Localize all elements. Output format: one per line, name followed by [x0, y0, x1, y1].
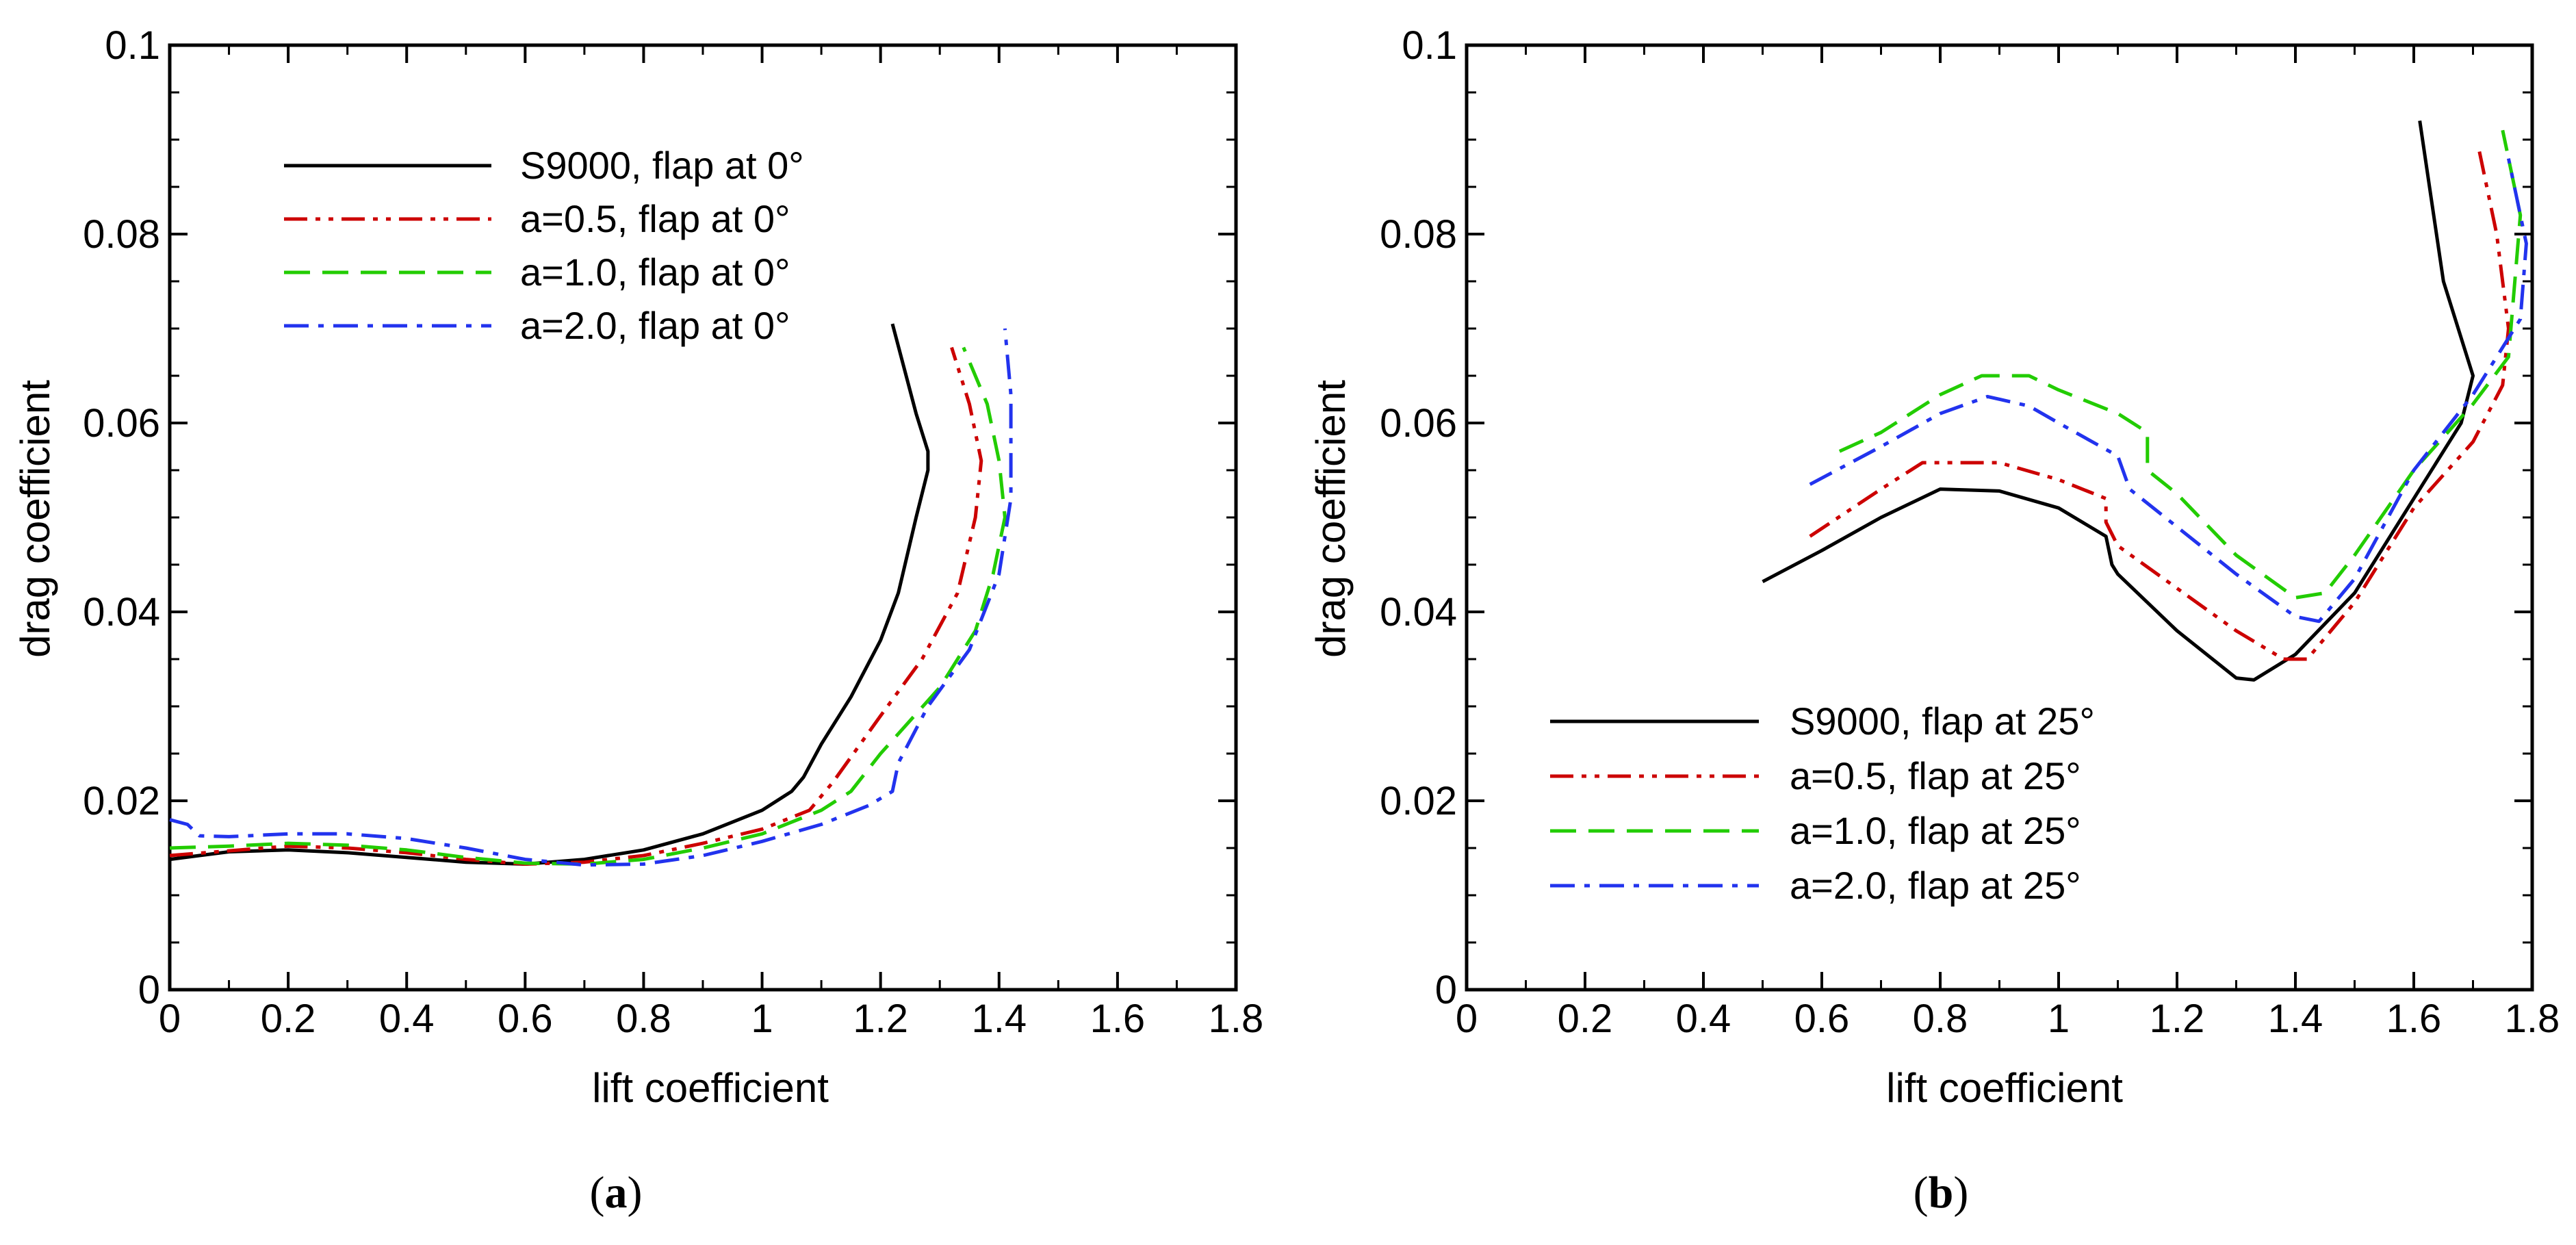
- series-line-2: [1809, 149, 2510, 661]
- legend-label: a=2.0, flap at 25°: [1790, 864, 2081, 907]
- y-tick-label: 0.02: [1380, 779, 1457, 823]
- x-tick-label: 0.2: [261, 997, 316, 1041]
- x-tick-label: 0.6: [1794, 997, 1850, 1041]
- legend-label: a=1.0, flap at 0°: [520, 251, 790, 294]
- chart-panel-b: 0 0.2 0.4 0.6 0.8 1 1.2 1.4 1.6 1.8 0 0.02 0.04 0.06 0…: [1308, 23, 2560, 1218]
- chart-panel-a: 0 0.2 0.4 0.6 0.8 1 1.2 1.4 1.6 1.8 0 0.02 0.04 0.06 0…: [12, 23, 1263, 1218]
- series-line-3: [169, 346, 1007, 866]
- y-tick-label: 0: [138, 968, 160, 1012]
- x-tick-label: 0.4: [379, 997, 435, 1041]
- legend-label: a=0.5, flap at 25°: [1790, 754, 2081, 797]
- x-axis-title-a: lift coefficient: [592, 1065, 829, 1111]
- x-tick-label: 1.6: [2386, 997, 2442, 1041]
- x-tick-label: 0.6: [498, 997, 553, 1041]
- x-tick-label: 1.2: [853, 997, 908, 1041]
- x-axis-title-b: lift coefficient: [1886, 1065, 2123, 1111]
- panel-label-b-open: (: [1914, 1168, 1929, 1218]
- series-line-1: [1762, 120, 2475, 682]
- y-tick-label: 0.1: [105, 23, 160, 68]
- series-line-4: [169, 328, 1013, 867]
- legend-label: S9000, flap at 0°: [520, 144, 804, 187]
- x-tick-label: 0.4: [1676, 997, 1731, 1041]
- series-line-4: [1809, 158, 2528, 624]
- x-tick-label: 0.2: [1558, 997, 1613, 1041]
- panel-label-b: (b): [1914, 1168, 1969, 1218]
- panel-label-b-close: ): [1953, 1168, 1968, 1218]
- x-tick-label: 1: [2048, 997, 2070, 1041]
- legend-label: a=2.0, flap at 0°: [520, 304, 790, 347]
- y-axis-title-b: drag coefficient: [1308, 380, 1354, 658]
- x-tick-label: 1.8: [1209, 997, 1264, 1041]
- x-tick-label: 1.6: [1090, 997, 1146, 1041]
- y-tick-label: 0.1: [1402, 23, 1457, 68]
- x-tick-label: 0.8: [1913, 997, 1968, 1041]
- series-line-1: [169, 323, 930, 866]
- y-tick-label: 0.04: [83, 590, 160, 634]
- series-line-3: [1838, 129, 2523, 600]
- x-tick-label: 0.8: [616, 997, 671, 1041]
- panel-label-b-letter: b: [1929, 1168, 1954, 1218]
- panel-label-a: (a): [590, 1168, 643, 1218]
- x-tick-label: 1: [751, 997, 773, 1041]
- y-tick-label: 0.08: [1380, 212, 1457, 257]
- legend-label: S9000, flap at 25°: [1790, 699, 2095, 743]
- legend: S9000, flap at 0° a=0.5, flap at 0° a=1.0,…: [284, 144, 804, 347]
- panel-label-a-letter: a: [605, 1168, 628, 1218]
- y-tick-label: 0.08: [83, 212, 160, 257]
- plot-area-b: 0 0.2 0.4 0.6 0.8 1 1.2 1.4 1.6 1.8 0 0.02 0.04 0.06 0…: [1380, 23, 2560, 1041]
- x-tick-label: 1.4: [2268, 997, 2323, 1041]
- legend-label: a=0.5, flap at 0°: [520, 197, 790, 240]
- x-tick-label: 1.2: [2150, 997, 2205, 1041]
- x-tick-label: 0: [159, 997, 181, 1041]
- x-tick-label: 1.4: [971, 997, 1027, 1041]
- panel-label-a-open: (: [590, 1168, 605, 1218]
- x-tick-label: 0: [1456, 997, 1478, 1041]
- y-tick-label: 0.04: [1380, 590, 1457, 634]
- series-line-2: [169, 346, 983, 866]
- y-tick-label: 0.02: [83, 779, 160, 823]
- legend-label: a=1.0, flap at 25°: [1790, 809, 2081, 852]
- y-tick-label: 0.06: [83, 401, 160, 446]
- legend: S9000, flap at 25° a=0.5, flap at 25° a=1.…: [1550, 699, 2095, 907]
- y-tick-label: 0: [1435, 968, 1457, 1012]
- y-tick-label: 0.06: [1380, 401, 1457, 446]
- x-tick-label: 1.8: [2505, 997, 2560, 1041]
- panel-label-a-close: ): [628, 1168, 643, 1218]
- plot-area-a: 0 0.2 0.4 0.6 0.8 1 1.2 1.4 1.6 1.8 0 0.02 0.04 0.06 0…: [83, 23, 1263, 1041]
- y-axis-title-a: drag coefficient: [12, 380, 58, 658]
